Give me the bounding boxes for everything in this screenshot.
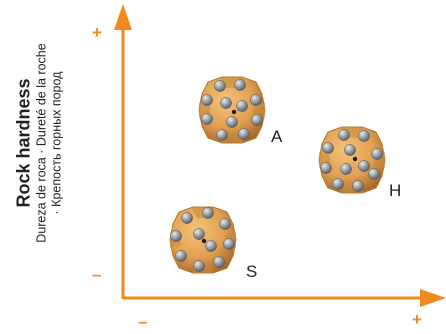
- bit-label-s: S: [246, 262, 258, 281]
- y-axis-subtitle-2: · Крепость горных пород: [49, 71, 64, 215]
- x-plus-sign: +: [412, 310, 422, 329]
- y-axis-title: Rock hardness: [13, 78, 34, 208]
- y-axis-title-block: Rock hardness Dureza de roca · Dureté de…: [4, 8, 74, 278]
- x-minus-sign: –: [138, 312, 148, 331]
- y-axis: [114, 4, 132, 299]
- y-plus-sign: +: [92, 23, 102, 42]
- bit-label-a: A: [271, 127, 283, 146]
- x-axis: [123, 289, 446, 307]
- y-minus-sign: –: [92, 265, 102, 284]
- bit-s-image: [169, 206, 237, 274]
- bit-a-image: [198, 76, 266, 144]
- bit-h-image: [318, 126, 386, 194]
- y-axis-subtitle-1: Dureza de roca · Dureté de la roche: [34, 43, 49, 243]
- bit-label-h: H: [389, 181, 402, 200]
